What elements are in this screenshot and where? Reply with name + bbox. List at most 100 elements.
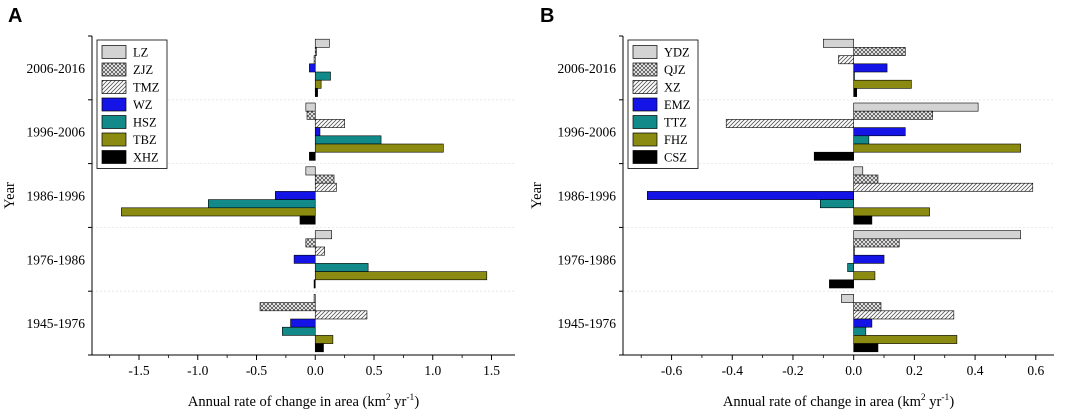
bar-ydz-1945-1976 [841, 294, 854, 303]
y-tick-label: 1976-1986 [558, 252, 617, 267]
bar-ttz-1986-1996 [819, 199, 854, 209]
x-tick-label: 1.0 [424, 363, 441, 378]
bar-fhz-1945-1976 [853, 335, 958, 344]
bar-qjz-1996-2006 [853, 110, 933, 120]
bar-qjz-1976-1986 [853, 238, 900, 248]
bar-tbz-1996-2006 [314, 143, 444, 153]
bar-csz-2006-2016 [853, 88, 858, 97]
bar-csz-1945-1976 [853, 343, 879, 353]
legend-label-wz: WZ [133, 98, 152, 112]
y-tick-label: 1996-2006 [27, 125, 86, 140]
bar-tmz-1945-1976 [314, 310, 368, 320]
legend-label-xz: XZ [664, 81, 681, 95]
x-axis-label-sup: -1 [941, 393, 949, 403]
bar-tbz-1945-1976 [314, 335, 334, 344]
bar-xhz-1945-1976 [314, 343, 324, 353]
legend-label-xhz: XHZ [133, 151, 159, 165]
y-axis-label: Year [2, 182, 18, 209]
bar-xhz-1996-2006 [309, 151, 316, 161]
y-tick-label: 2006-2016 [27, 61, 86, 76]
x-axis-label-part: Annual rate of change in area (km [723, 394, 922, 410]
bar-wz-2006-2016 [309, 63, 316, 73]
x-tick-label: 0.0 [307, 363, 324, 378]
bar-xz-1986-1996 [853, 182, 1034, 192]
bar-emz-1986-1996 [646, 191, 854, 200]
bar-hsz-1976-1986 [314, 263, 369, 272]
legend-label-zjz: ZJZ [133, 63, 153, 77]
bar-tmz-2006-2016 [313, 55, 316, 65]
legend-label-qjz: QJZ [664, 63, 686, 77]
bar-ydz-1996-2006 [853, 102, 979, 112]
x-axis-label-part: ) [949, 394, 954, 410]
bar-xhz-1976-1986 [313, 279, 316, 289]
legend-label-lz: LZ [133, 46, 148, 60]
legend-swatch-xhz [101, 150, 127, 164]
bar-fhz-1976-1986 [853, 271, 876, 281]
bar-lz-2006-2016 [314, 38, 330, 48]
bar-hsz-2006-2016 [314, 71, 331, 81]
x-tick-label: 1.5 [483, 363, 500, 378]
bar-zjz-1986-1996 [314, 174, 335, 184]
y-tick-label: 1945-1976 [27, 316, 86, 331]
bar-qjz-1945-1976 [853, 302, 882, 312]
x-tick-label: -0.5 [246, 363, 268, 378]
bar-ttz-2006-2016 [853, 71, 855, 81]
bar-ttz-1976-1986 [847, 263, 854, 272]
x-tick-label: 0.0 [845, 363, 862, 378]
x-tick-label: -1.0 [187, 363, 209, 378]
legend-swatch-fhz [632, 132, 658, 147]
legend-swatch-hsz [101, 115, 127, 129]
bar-fhz-1986-1996 [853, 207, 930, 217]
x-tick-label: -0.2 [782, 363, 803, 378]
x-axis-label-part: yr [391, 394, 407, 410]
legend-label-emz: EMZ [664, 98, 690, 112]
panel-b: B 2006-2016 1996-2006 1986-1996 1976-1986 194… [529, 5, 1054, 410]
legend-label-ydz: YDZ [664, 46, 690, 60]
x-tick-label: 0.5 [366, 363, 383, 378]
legend-label-ttz: TTZ [664, 116, 687, 130]
legend-swatch-xz [632, 80, 658, 94]
legend-label-csz: CSZ [664, 151, 687, 165]
bar-zjz-1996-2006 [306, 110, 316, 120]
legend-swatch-ydz [632, 45, 658, 59]
bar-fhz-2006-2016 [853, 79, 912, 89]
bar-emz-1996-2006 [853, 127, 906, 137]
legend-label-fhz: FHZ [664, 133, 688, 147]
bar-tbz-1986-1996 [121, 207, 316, 217]
bar-zjz-1976-1986 [305, 238, 316, 248]
bar-xhz-2006-2016 [314, 88, 318, 97]
x-tick-label: -0.4 [722, 363, 744, 378]
bar-wz-1976-1986 [293, 254, 316, 264]
bar-xz-1996-2006 [725, 119, 854, 128]
bar-csz-1976-1986 [829, 279, 854, 289]
legend-swatch-lz [101, 45, 127, 59]
bar-xz-2006-2016 [838, 55, 854, 65]
legend-swatch-tmz [101, 80, 127, 94]
x-axis-label-part: yr [926, 394, 942, 410]
x-tick-label: -1.5 [128, 363, 150, 378]
bar-ydz-2006-2016 [823, 38, 854, 48]
x-axis-label-sup: 2 [386, 393, 391, 403]
bar-hsz-1945-1976 [282, 326, 316, 336]
bar-tmz-1976-1986 [314, 246, 325, 256]
bar-emz-2006-2016 [853, 63, 888, 73]
bar-xz-1945-1976 [853, 310, 955, 320]
bar-qjz-1986-1996 [853, 174, 879, 184]
legend-swatch-qjz [632, 62, 658, 77]
legend-swatch-csz [632, 150, 658, 164]
bar-ttz-1945-1976 [853, 326, 867, 336]
bar-fhz-1996-2006 [853, 143, 1021, 153]
legend-label-hsz: HSZ [133, 116, 157, 130]
x-tick-label: 0.4 [967, 363, 984, 378]
x-axis-label-part: ) [414, 394, 419, 410]
y-tick-label: 1986-1996 [27, 189, 86, 204]
bar-tbz-2006-2016 [314, 79, 322, 89]
bar-emz-1945-1976 [853, 318, 873, 328]
bar-lz-1976-1986 [314, 230, 333, 240]
panel-a: A 2006-2016 1996-2006 1986-1996 1976-1986 194… [2, 5, 515, 410]
bar-zjz-2006-2016 [314, 47, 317, 56]
legend-label-tbz: TBZ [133, 133, 157, 147]
bar-ydz-1976-1986 [853, 230, 1021, 240]
y-tick-label: 2006-2016 [558, 61, 617, 76]
x-axis-label-sup: -1 [406, 393, 414, 403]
